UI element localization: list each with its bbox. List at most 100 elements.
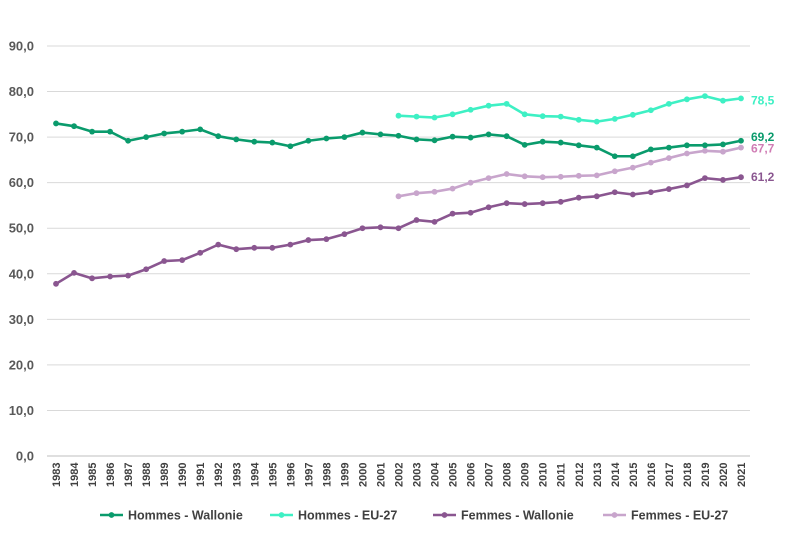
y-tick-label: 60,0 <box>9 175 34 190</box>
data-point <box>287 143 294 150</box>
end-value-label: 69,2 <box>751 130 775 144</box>
data-point <box>143 134 150 141</box>
data-point <box>684 150 690 157</box>
data-point <box>71 269 77 276</box>
data-point <box>125 137 132 144</box>
x-tick-label: 2006 <box>466 463 478 487</box>
data-point <box>395 112 402 119</box>
data-point <box>71 123 77 130</box>
data-point <box>413 190 420 197</box>
data-point <box>539 138 546 145</box>
data-point <box>647 107 654 114</box>
data-point <box>720 97 726 104</box>
data-point <box>467 134 474 141</box>
x-tick-label: 1987 <box>123 463 135 487</box>
data-point <box>611 168 618 175</box>
data-point <box>485 131 492 138</box>
data-point <box>684 96 690 103</box>
data-point <box>738 144 744 151</box>
data-point <box>215 241 222 248</box>
data-point <box>720 141 726 148</box>
x-tick-label: 2005 <box>448 463 460 487</box>
data-point <box>647 159 654 166</box>
data-point <box>449 185 456 192</box>
x-tick-label: 2007 <box>484 463 496 487</box>
data-point <box>449 210 456 217</box>
data-point <box>89 128 95 135</box>
series-hommes-eu-27 <box>395 93 744 125</box>
data-point <box>503 171 510 177</box>
data-point <box>359 129 366 136</box>
data-point <box>179 128 186 135</box>
data-point <box>647 146 654 153</box>
x-tick-label: 2017 <box>664 463 676 487</box>
data-point <box>395 193 402 200</box>
data-point <box>89 275 95 282</box>
data-point <box>593 118 600 125</box>
data-point <box>575 172 582 179</box>
data-point <box>431 218 438 225</box>
legend: Hommes - Wallonie Hommes - EU-27 Femmes - … <box>100 509 728 523</box>
data-point <box>720 177 726 183</box>
data-point <box>521 201 528 207</box>
data-point <box>557 173 564 180</box>
series-line <box>55 122 742 158</box>
x-tick-label: 1991 <box>195 463 207 487</box>
data-point <box>161 258 168 264</box>
data-point <box>557 198 564 205</box>
data-point <box>521 173 528 180</box>
x-tick-label: 2011 <box>556 463 568 487</box>
legend-marker <box>278 512 285 518</box>
data-point <box>611 115 618 122</box>
x-tick-label: 1989 <box>159 463 171 487</box>
data-point <box>629 111 636 118</box>
end-value-label: 67,7 <box>751 142 775 156</box>
legend-label: Hommes - EU-27 <box>298 509 397 523</box>
data-point <box>467 179 474 186</box>
data-point <box>431 114 438 121</box>
data-point <box>287 241 294 248</box>
y-tick-label: 0,0 <box>16 449 34 464</box>
data-point <box>269 244 276 251</box>
x-tick-label: 2015 <box>628 463 640 487</box>
data-point <box>377 131 384 138</box>
data-point <box>593 172 600 179</box>
data-point <box>539 113 546 120</box>
legend-marker <box>441 512 448 518</box>
data-point <box>413 113 420 120</box>
data-point <box>485 175 492 182</box>
x-tick-label: 2014 <box>610 462 622 487</box>
data-point <box>665 100 672 107</box>
x-tick-label: 1999 <box>339 463 351 487</box>
x-tick-label: 1984 <box>69 462 81 487</box>
legend-entry: Femmes - Wallonie <box>433 509 574 523</box>
x-tick-label: 2008 <box>502 463 514 487</box>
data-point <box>305 137 312 144</box>
data-point <box>539 200 546 207</box>
data-point <box>575 194 582 201</box>
data-point <box>485 102 492 109</box>
data-point <box>665 144 672 151</box>
data-point <box>503 100 510 107</box>
legend-label: Hommes - Wallonie <box>128 509 243 523</box>
x-tick-label: 1997 <box>303 463 315 487</box>
data-point <box>611 189 618 196</box>
data-point <box>702 93 708 100</box>
data-point <box>593 144 600 151</box>
data-point <box>611 153 618 160</box>
data-point <box>107 128 113 135</box>
data-point <box>521 141 528 148</box>
x-tick-label: 2000 <box>357 463 369 487</box>
data-point <box>197 126 204 133</box>
x-tick-label: 1983 <box>51 463 63 487</box>
series-line <box>398 146 742 198</box>
data-point <box>539 174 546 181</box>
data-point <box>431 188 438 195</box>
x-tick-label: 2013 <box>592 463 604 487</box>
series-femmes-wallonie <box>53 174 744 287</box>
data-point <box>449 111 456 118</box>
x-tick-label: 1994 <box>249 462 261 487</box>
x-tick-label: 1993 <box>231 463 243 487</box>
y-tick-label: 10,0 <box>9 403 34 418</box>
